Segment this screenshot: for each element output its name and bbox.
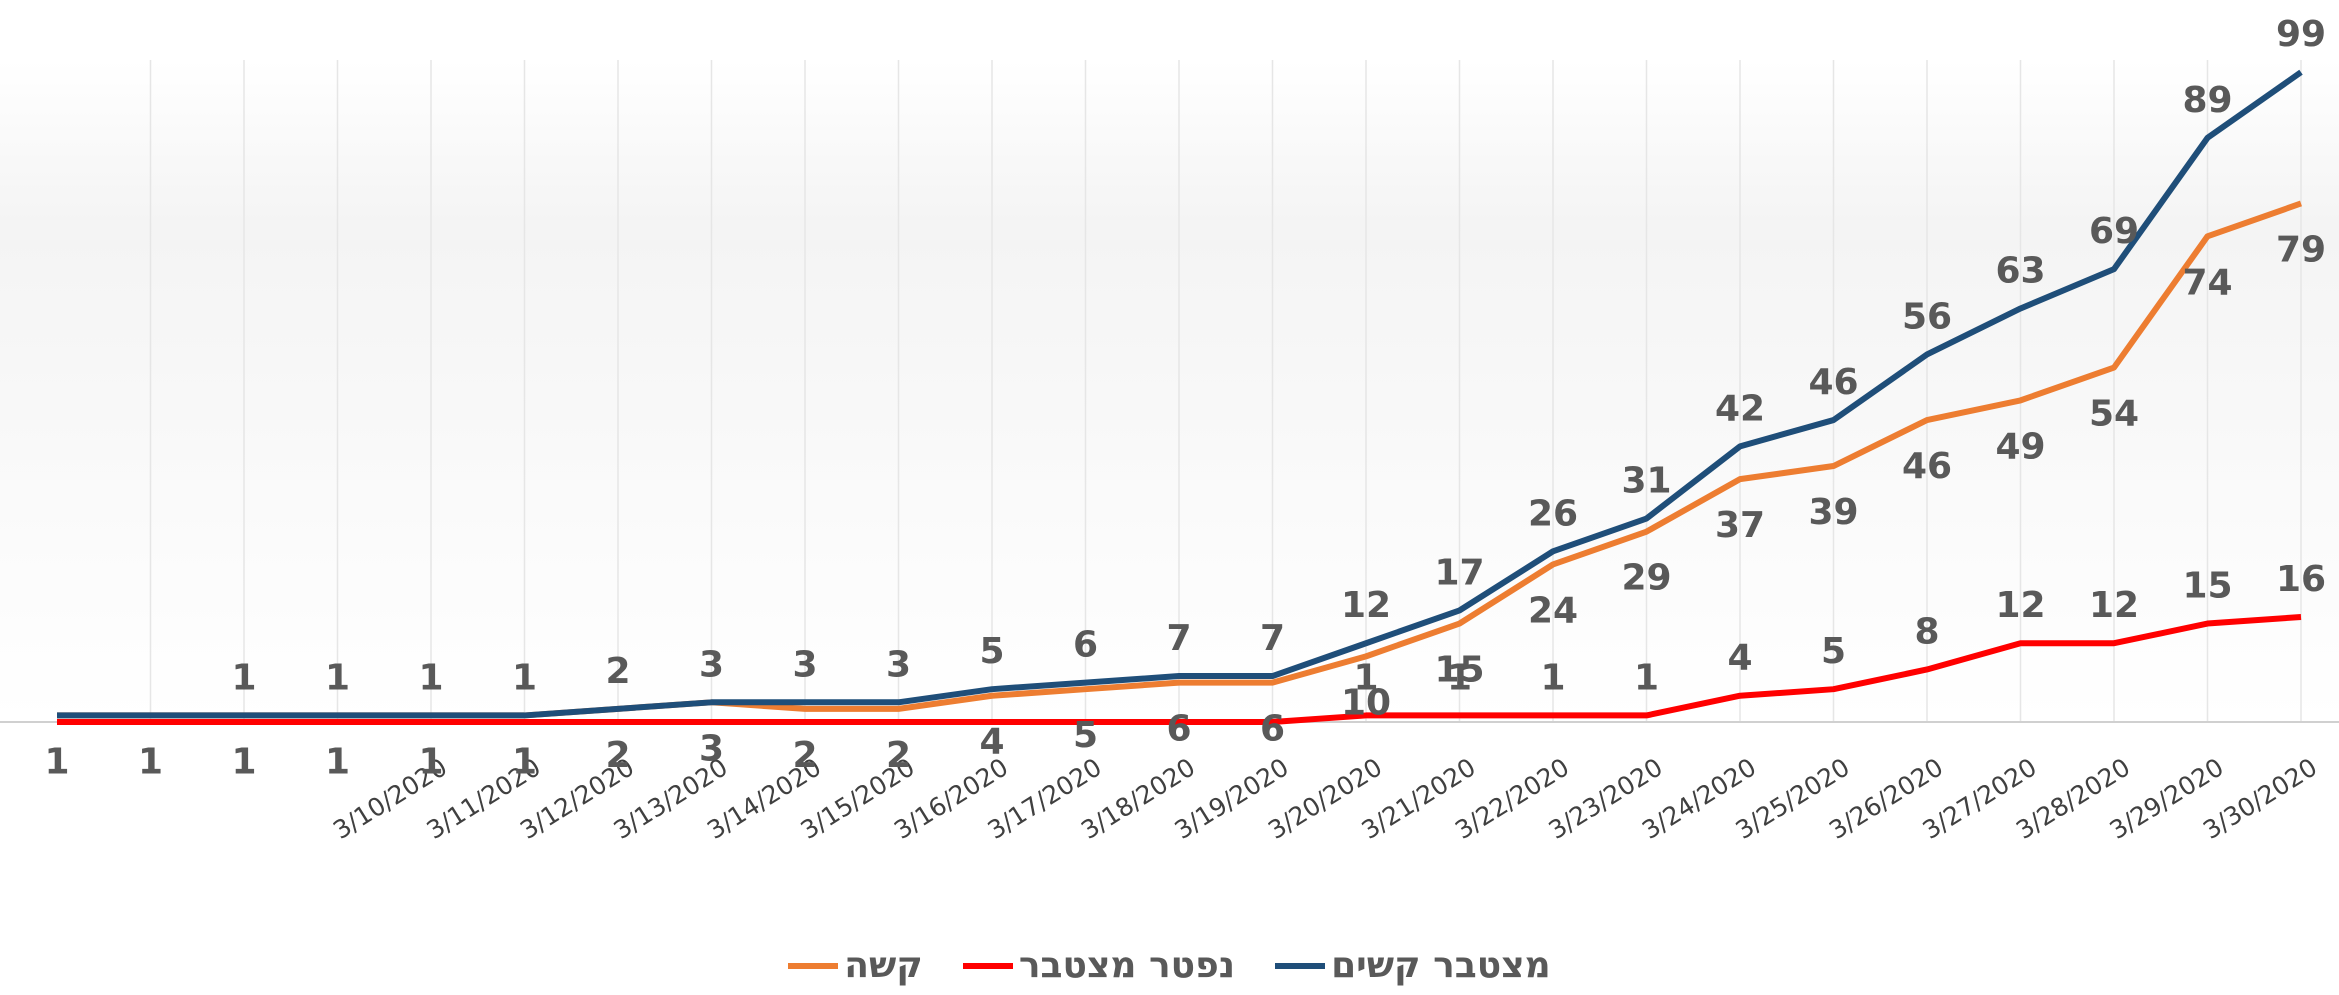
data-label: 89	[2182, 80, 2232, 121]
data-label: 6	[1073, 625, 1098, 666]
data-label: 1	[418, 741, 443, 782]
legend-swatch	[962, 962, 1013, 969]
data-label: 46	[1808, 362, 1858, 403]
data-label: 1	[231, 657, 256, 698]
data-label: 1	[325, 741, 350, 782]
data-label: 5	[1821, 631, 1846, 672]
legend: מצטבר קשים נפטר מצטבר קשה	[0, 945, 2339, 986]
data-label: 69	[2089, 211, 2139, 252]
data-label: 63	[1995, 250, 2045, 291]
data-label: 49	[1995, 426, 2045, 467]
data-label: 1	[1540, 657, 1565, 698]
data-label: 31	[1621, 461, 1671, 502]
data-label: 3	[699, 728, 724, 769]
legend-label: נפטר מצטבר	[1018, 945, 1236, 986]
data-label: 2	[605, 651, 630, 692]
data-label: 8	[1914, 611, 1939, 652]
data-label: 4	[1727, 638, 1752, 679]
plot-background	[0, 60, 2339, 722]
data-label: 56	[1902, 296, 1952, 337]
data-label: 12	[2089, 585, 2139, 626]
data-label: 1	[44, 741, 69, 782]
data-label: 10	[1341, 682, 1391, 723]
data-label: 1	[1353, 657, 1378, 698]
data-label: 99	[2276, 14, 2326, 55]
data-label: 1	[231, 741, 256, 782]
data-label: 54	[2089, 394, 2139, 435]
data-label: 1	[325, 657, 350, 698]
data-label: 6	[1166, 709, 1191, 750]
data-label: 2	[886, 735, 911, 776]
data-label: 2	[792, 735, 817, 776]
data-label: 1	[512, 657, 537, 698]
legend-item: נפטר מצטבר	[962, 945, 1236, 986]
legend-swatch	[1275, 962, 1326, 969]
data-label: 7	[1260, 618, 1285, 659]
data-label: 29	[1621, 558, 1671, 599]
data-label: 15	[2182, 566, 2232, 607]
data-label: 12	[1341, 585, 1391, 626]
data-label: 1	[418, 657, 443, 698]
data-label: 7	[1166, 618, 1191, 659]
data-label: 2	[605, 735, 630, 776]
series-line	[57, 69, 2303, 719]
chart: 3/10/20203/11/20203/12/20203/13/20203/14…	[0, 14, 2339, 845]
data-label: 16	[2276, 559, 2326, 600]
data-label: 46	[1902, 446, 1952, 487]
data-label: 4	[979, 722, 1004, 763]
legend-label: קשה	[844, 945, 923, 986]
data-label: 24	[1528, 590, 1578, 631]
data-label: 42	[1715, 388, 1765, 429]
data-label: 3	[792, 644, 817, 685]
data-label: 17	[1434, 552, 1484, 593]
data-label: 15	[1434, 650, 1484, 691]
data-label: 1	[1634, 657, 1659, 698]
legend-item: קשה	[788, 945, 923, 986]
data-label: 1	[1447, 657, 1472, 698]
data-label: 3	[699, 644, 724, 685]
data-label: 1	[138, 741, 163, 782]
legend-item: מצטבר קשים	[1275, 945, 1551, 986]
data-label: 12	[1995, 585, 2045, 626]
data-label: 6	[1260, 709, 1285, 750]
data-label: 74	[2182, 262, 2232, 303]
data-label: 5	[979, 631, 1004, 672]
data-label: 37	[1715, 505, 1765, 546]
data-label: 1	[512, 741, 537, 782]
legend-label: מצטבר קשים	[1331, 945, 1551, 986]
data-label: 5	[1073, 715, 1098, 756]
data-label: 39	[1808, 492, 1858, 533]
legend-swatch	[788, 962, 839, 969]
data-label: 26	[1528, 493, 1578, 534]
data-label: 79	[2276, 229, 2326, 270]
data-label: 3	[886, 644, 911, 685]
series-line	[57, 613, 2302, 725]
